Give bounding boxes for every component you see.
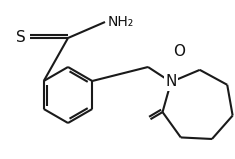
Text: NH₂: NH₂ <box>108 15 134 29</box>
Text: O: O <box>173 45 185 59</box>
Text: S: S <box>16 31 26 45</box>
Text: N: N <box>165 75 177 90</box>
